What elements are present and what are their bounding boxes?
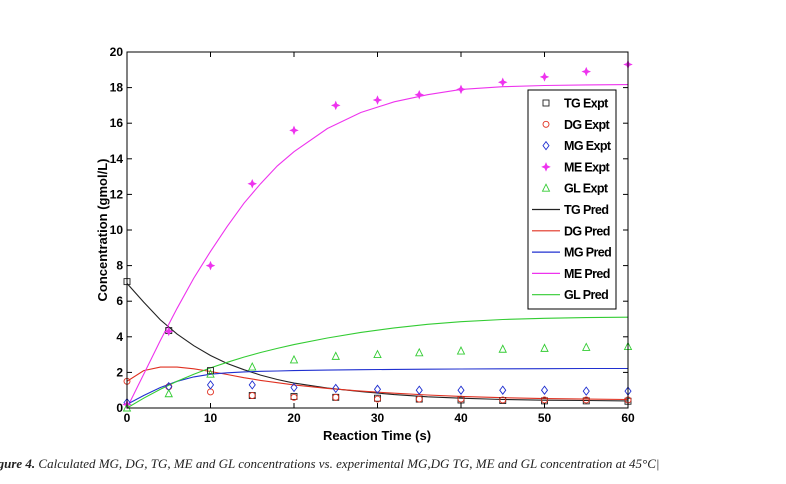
legend-label-mg-pred: MG Pred: [564, 246, 611, 260]
data-point-me-expt: [456, 84, 466, 95]
data-point-tg-expt: [207, 367, 214, 375]
data-point-me-expt: [414, 89, 425, 100]
data-point-me-expt: [497, 77, 508, 88]
data-point-me-expt: [289, 125, 299, 136]
data-point-dg-expt: [457, 395, 465, 403]
data-point-me-expt: [330, 100, 341, 111]
figure-number: igure 4.: [0, 456, 36, 471]
y-tick-label: 8: [116, 259, 123, 273]
legend-label-tg-pred: TG Pred: [564, 203, 608, 217]
data-point-mg-expt: [332, 383, 340, 394]
series-line-dg-pred: [126, 366, 629, 401]
predicted-lines: [126, 84, 629, 409]
data-point-mg-expt: [206, 380, 215, 390]
data-point-gl-expt: [248, 362, 257, 371]
data-point-gl-expt: [498, 344, 507, 353]
data-point-gl-expt: [415, 347, 424, 357]
y-tick-label: 6: [116, 294, 123, 308]
legend-label-mg-expt: MG Expt: [564, 139, 612, 153]
data-point-mg-expt: [373, 384, 382, 395]
series-line-me-pred: [126, 84, 629, 409]
data-point-me-expt: [205, 260, 216, 271]
x-tick-label: 40: [454, 411, 468, 425]
y-tick-label: 12: [110, 187, 124, 201]
x-tick-label: 0: [124, 411, 131, 425]
y-tick-label: 18: [110, 81, 124, 95]
y-tick-label: 10: [110, 223, 124, 237]
y-tick-label: 0: [116, 401, 123, 415]
x-tick-label: 30: [371, 411, 385, 425]
data-point-gl-expt: [164, 388, 173, 398]
experimental-markers: [122, 59, 633, 412]
legend-marker-gl-expt: [541, 183, 551, 192]
y-tick-label: 2: [116, 365, 123, 379]
y-tick-label: 16: [110, 116, 124, 130]
data-point-mg-expt: [415, 385, 423, 395]
data-point-mg-expt: [248, 380, 256, 390]
data-point-gl-expt: [456, 346, 466, 355]
data-point-mg-expt: [540, 385, 549, 395]
data-point-gl-expt: [540, 343, 549, 352]
data-point-gl-expt: [289, 354, 299, 364]
data-point-mg-expt: [499, 385, 507, 395]
data-point-gl-expt: [331, 351, 340, 360]
data-point-gl-expt: [582, 342, 591, 351]
data-point-mg-expt: [290, 382, 298, 393]
x-tick-label: 60: [621, 411, 635, 425]
y-tick-label: 4: [116, 330, 123, 344]
concentration-chart: 0 10 20 30 40 50 60 0 2 4 6 8 10 12 14 16 18 20 TG Expt DG…: [95, 45, 635, 443]
data-point-dg-expt: [248, 392, 256, 399]
legend-label-dg-expt: DG Expt: [564, 118, 611, 132]
axes: 0 10 20 30 40 50 60 0 2 4 6 8 10 12 14 16 18 20: [110, 45, 635, 425]
data-point-me-expt: [247, 178, 258, 189]
data-point-dg-expt: [541, 396, 548, 404]
x-axis-label: Reaction Time (s): [323, 428, 431, 443]
legend-label-me-pred: ME Pred: [564, 267, 610, 281]
x-tick-label: 10: [204, 411, 218, 425]
y-axis-label: Concentration (gmol/L): [95, 159, 110, 302]
legend-marker-me-expt: [541, 162, 551, 172]
data-point-dg-expt: [582, 396, 590, 404]
legend-label-gl-pred: GL Pred: [564, 288, 608, 302]
data-point-dg-expt: [415, 395, 423, 403]
legend-label-me-expt: ME Expt: [564, 160, 611, 174]
data-point-me-expt: [372, 95, 383, 105]
data-point-dg-expt: [374, 395, 381, 403]
figure-caption-text: Calculated MG, DG, TG, ME and GL concent…: [38, 456, 660, 471]
data-point-gl-expt: [206, 369, 215, 378]
x-tick-label: 20: [287, 411, 301, 425]
y-tick-label: 14: [110, 152, 124, 166]
y-tick-label: 20: [110, 45, 124, 59]
x-tick-label: 50: [538, 411, 552, 425]
data-point-dg-expt: [290, 393, 298, 401]
series-line-gl-pred: [126, 316, 629, 409]
data-point-dg-expt: [332, 393, 340, 401]
data-point-mg-expt: [457, 385, 465, 395]
series-line-tg-pred: [126, 283, 629, 402]
legend-marker-tg-expt: [542, 99, 550, 107]
data-point-mg-expt: [582, 386, 590, 396]
legend-label-tg-expt: TG Expt: [564, 97, 609, 111]
legend-marker-dg-expt: [542, 120, 550, 128]
legend-label-dg-pred: DG Pred: [564, 224, 610, 238]
data-point-me-expt: [163, 326, 174, 337]
data-point-dg-expt: [499, 396, 507, 404]
legend-label-gl-expt: GL Expt: [564, 182, 609, 196]
legend-marker-mg-expt: [542, 140, 550, 151]
figure-caption: igure 4. Calculated MG, DG, TG, ME and G…: [0, 456, 786, 472]
legend-box: [527, 89, 617, 310]
data-point-gl-expt: [373, 349, 382, 359]
legend: TG Expt DG Expt MG Expt ME Expt GL Expt TG Pr…: [527, 89, 617, 310]
data-point-me-expt: [581, 66, 592, 77]
data-point-me-expt: [539, 72, 550, 82]
